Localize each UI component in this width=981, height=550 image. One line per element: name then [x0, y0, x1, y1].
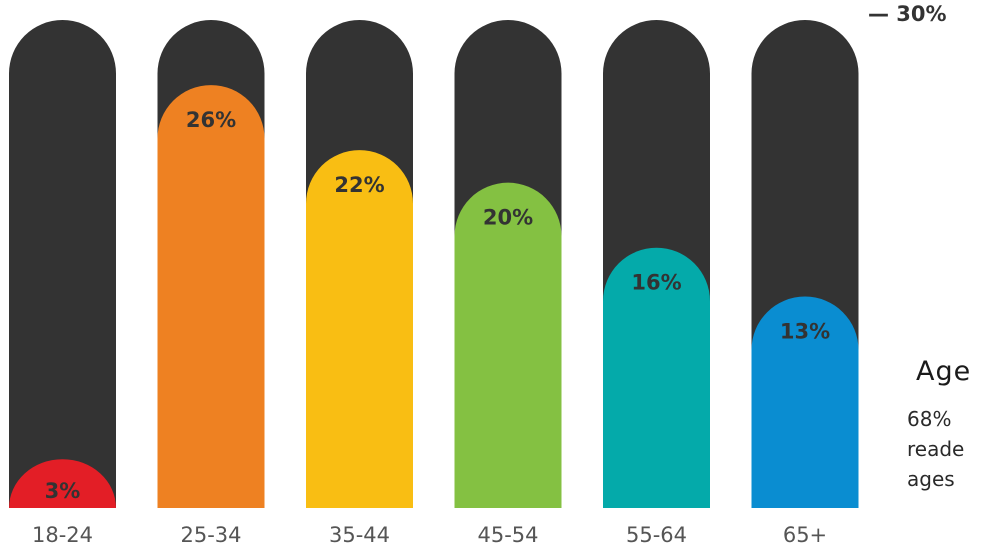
x-tick-label-55-64: 55-64: [626, 523, 687, 547]
data-label-55-64: 16%: [631, 271, 681, 295]
bar-35-44: [306, 150, 413, 508]
x-tick-label-35-44: 35-44: [329, 523, 390, 547]
bar-track-18-24: [9, 20, 116, 508]
data-label-65+: 13%: [780, 320, 830, 344]
x-tick-label-18-24: 18-24: [32, 523, 93, 547]
side-text: 68% reade ages: [907, 404, 981, 494]
data-label-45-54: 20%: [483, 206, 533, 230]
scale-max-label: — 30%: [868, 2, 947, 26]
side-text-line: ages: [907, 464, 981, 494]
x-tick-label-45-54: 45-54: [477, 523, 538, 547]
x-tick-label-65+: 65+: [783, 523, 827, 547]
data-label-25-34: 26%: [186, 108, 236, 132]
side-text-line: reade: [907, 434, 981, 464]
x-tick-label-25-34: 25-34: [180, 523, 241, 547]
bar-25-34: [158, 85, 265, 508]
data-label-18-24: 3%: [45, 479, 81, 503]
bar-45-54: [455, 183, 562, 508]
data-label-35-44: 22%: [334, 173, 384, 197]
side-title: Age: [916, 356, 971, 387]
side-text-line: 68%: [907, 404, 981, 434]
